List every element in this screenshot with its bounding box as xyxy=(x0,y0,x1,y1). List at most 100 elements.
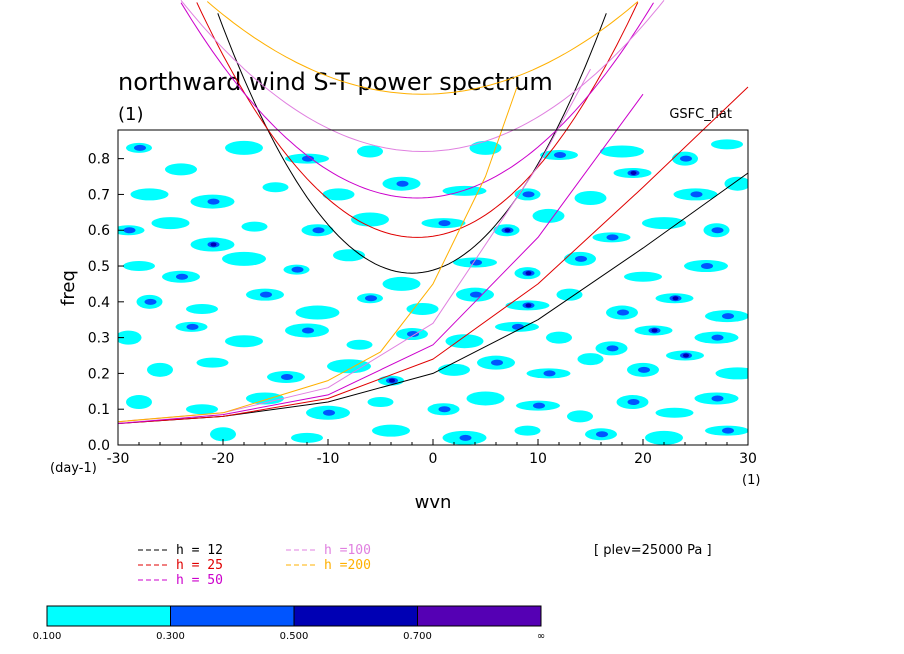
level-annotation: [ plev=25000 Pa ] xyxy=(594,543,712,558)
x-tick-label: -30 xyxy=(107,451,130,467)
power-blob-peak xyxy=(525,303,532,308)
power-blob xyxy=(711,139,743,150)
power-blob xyxy=(567,410,593,423)
x-axis-label: wvn xyxy=(415,492,452,513)
power-blob-peak xyxy=(651,328,658,333)
power-blob xyxy=(655,407,694,418)
dispersion-curve-h100 xyxy=(180,0,665,153)
power-blob-core xyxy=(533,402,545,409)
power-blob xyxy=(724,176,748,191)
power-blob xyxy=(291,432,323,443)
power-blob xyxy=(445,334,484,349)
power-blob-core xyxy=(260,291,272,298)
chart-subtitle: (1) xyxy=(118,104,144,125)
power-blob-core xyxy=(123,227,136,234)
power-blob-core xyxy=(312,227,325,234)
colorbar-label: ∞ xyxy=(537,631,545,642)
y-tick-label: 0.3 xyxy=(88,331,110,347)
power-blob xyxy=(577,353,604,366)
y-tick-label: 0.0 xyxy=(88,438,110,454)
power-blob-core xyxy=(396,180,409,187)
y-tick-label: 0.2 xyxy=(88,366,110,382)
power-blob xyxy=(222,251,266,266)
power-blob-core xyxy=(680,155,692,162)
power-blob xyxy=(438,363,470,376)
source-label: GSFC_flat xyxy=(669,107,732,122)
colorbar-swatch xyxy=(417,605,542,627)
power-blob-core xyxy=(606,345,619,352)
power-blob xyxy=(382,276,421,291)
power-blob-core xyxy=(302,155,314,162)
x-unit-label: (1) xyxy=(742,473,760,488)
dispersion-curves xyxy=(117,0,749,424)
power-blob xyxy=(645,430,683,445)
power-blob-core xyxy=(606,234,619,241)
power-blob xyxy=(642,217,686,230)
power-blob-peak xyxy=(672,296,679,301)
power-blob-core xyxy=(365,295,377,302)
power-contours xyxy=(118,139,748,445)
power-blob-core xyxy=(459,434,472,441)
power-blob xyxy=(367,397,394,408)
power-blob xyxy=(333,249,365,262)
power-blob xyxy=(556,288,583,301)
power-blob-core xyxy=(711,227,724,234)
dispersion-curve-h200 xyxy=(206,1,639,95)
y-tick-label: 0.6 xyxy=(88,223,110,239)
x-tick-label: 30 xyxy=(739,451,757,467)
power-blob xyxy=(196,357,229,368)
power-blob-peak xyxy=(389,378,395,383)
colorbar-swatch xyxy=(46,605,171,627)
y-axis-ticks: 0.0 0.1 0.2 0.3 0.4 0.5 0.6 0.7 0.8 xyxy=(88,152,124,454)
power-blob-core xyxy=(638,366,650,373)
colorbar-label: 0.500 xyxy=(280,631,309,642)
dispersion-curve-h25 xyxy=(196,2,639,238)
power-blob-core xyxy=(711,395,724,402)
y-tick-label: 0.8 xyxy=(88,152,110,168)
power-blob-peak xyxy=(683,353,689,358)
x-tick-label: -10 xyxy=(317,451,340,467)
power-blob-core xyxy=(701,263,713,270)
kelvin-curve-h25 xyxy=(117,86,749,424)
y-tick-label: 0.1 xyxy=(88,402,110,418)
power-blob xyxy=(469,140,502,155)
power-blob-core xyxy=(302,327,314,334)
power-blob-core xyxy=(470,291,482,298)
legend-label-h100: h =100 xyxy=(324,543,371,558)
power-blob xyxy=(546,331,572,344)
colorbar-swatch xyxy=(293,605,418,627)
power-blob-core xyxy=(512,323,524,330)
power-blob-core xyxy=(407,331,419,338)
dispersion-curve-h50 xyxy=(180,2,654,199)
colorbar-label: 0.300 xyxy=(156,631,185,642)
power-blob-core xyxy=(554,152,566,159)
power-blob xyxy=(532,208,565,223)
power-blob-core xyxy=(722,427,734,434)
power-blob xyxy=(466,391,505,406)
dispersion-curve-h12 xyxy=(217,13,607,274)
power-blob xyxy=(262,182,289,193)
power-blob-peak xyxy=(504,228,511,233)
power-blob-core xyxy=(438,220,451,227)
power-blob-peak xyxy=(525,271,532,276)
power-blob xyxy=(186,404,218,415)
power-blob xyxy=(351,212,389,227)
power-blob xyxy=(327,359,371,374)
power-blob-core xyxy=(711,334,724,341)
legend-label-h12: h = 12 xyxy=(176,543,223,558)
y-unit-label: (day-1) xyxy=(50,461,97,476)
power-blob xyxy=(151,217,190,230)
y-tick-label: 0.5 xyxy=(88,259,110,275)
kelvin-curve-h12 xyxy=(117,172,749,424)
power-blob xyxy=(624,271,662,282)
power-blob-core xyxy=(627,399,640,406)
power-blob xyxy=(123,261,155,272)
power-blob xyxy=(225,140,263,155)
power-blob xyxy=(295,305,340,320)
colorbar-label: 0.100 xyxy=(33,631,62,642)
power-blob-core xyxy=(291,266,304,273)
kelvin-curve-h50 xyxy=(117,93,644,424)
power-blob-core xyxy=(323,409,335,416)
